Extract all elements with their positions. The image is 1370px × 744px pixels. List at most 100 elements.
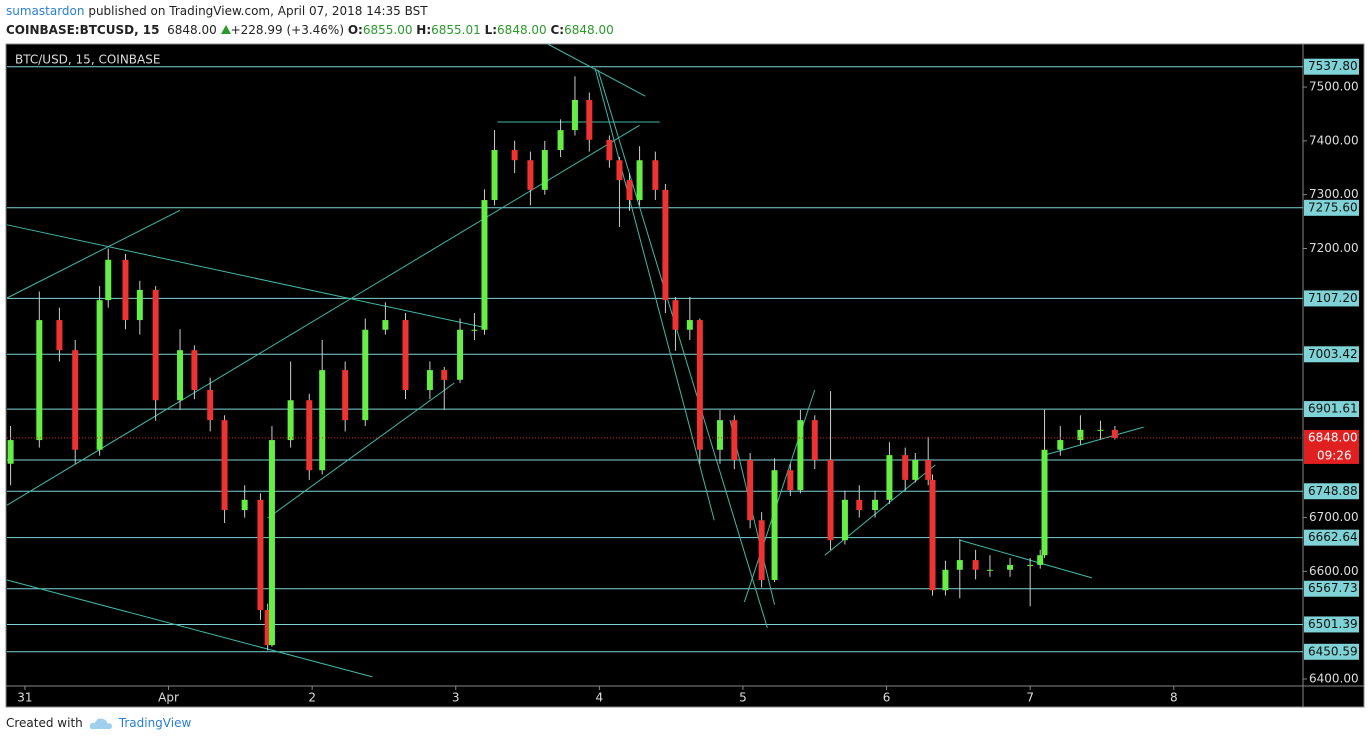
level-label: 6567.73 — [1308, 581, 1358, 595]
current-price-bg — [1304, 429, 1359, 464]
plot: 31 Apr 2 3 4 5 6 7 8 7500.00 7400.00 7300.00 7200.00… — [6, 43, 1359, 705]
x-tick-label: 4 — [596, 691, 604, 705]
candle-body — [457, 329, 464, 380]
candle-body — [956, 560, 963, 570]
y-tick-label: 6700.00 — [1309, 510, 1359, 524]
candle-body — [136, 289, 143, 321]
brand[interactable]: TradingView — [118, 716, 192, 730]
candle-body — [481, 200, 488, 330]
candle-body — [1057, 440, 1064, 450]
x-tick-label: 7 — [1026, 691, 1034, 705]
level-label: 6748.88 — [1308, 484, 1358, 498]
header: sumastardon published on TradingView.com… — [6, 2, 614, 40]
candle-body — [1027, 564, 1034, 566]
candle-body — [36, 320, 43, 441]
x-tick-label: 2 — [308, 691, 316, 705]
candle-body — [105, 259, 112, 301]
candle-body — [856, 499, 863, 511]
published: published on TradingView.com, April 07, … — [88, 4, 428, 18]
candle-body — [241, 499, 248, 511]
level-label: 6501.39 — [1308, 617, 1358, 631]
candle-body — [872, 499, 879, 511]
candle-body — [362, 329, 369, 421]
candle-body — [557, 130, 564, 151]
y-tick-label: 7500.00 — [1309, 80, 1359, 94]
candle-body — [191, 350, 198, 391]
y-tick-label: 7200.00 — [1309, 241, 1359, 255]
candle-body — [672, 300, 679, 330]
level-label: 6662.64 — [1308, 530, 1358, 544]
y-tick-label: 6400.00 — [1309, 672, 1359, 686]
logo — [89, 718, 112, 729]
candle-body — [686, 320, 693, 330]
candle-body — [912, 459, 919, 480]
open-label: O: — [347, 23, 363, 37]
level-label-bg — [1304, 346, 1359, 363]
candle-body — [841, 499, 848, 541]
candle-body — [696, 320, 703, 450]
change: +228.99 (+3.46%) — [230, 23, 345, 37]
high-label: H: — [416, 23, 432, 37]
candle-body — [306, 400, 313, 471]
x-tick-label: 5 — [739, 691, 747, 705]
candle-body — [797, 420, 804, 491]
x-tick-label: 8 — [1170, 691, 1178, 705]
level-label: 7107.20 — [1308, 291, 1358, 305]
level-label-bg — [1304, 199, 1359, 216]
candle-body — [257, 499, 264, 611]
trendline — [6, 124, 640, 506]
candle-body — [886, 455, 893, 500]
close-label: C: — [550, 23, 565, 37]
candle-body — [527, 160, 534, 190]
header-line-2: COINBASE:BTCUSD, 15 6848.00 +228.99 (+3.… — [6, 21, 614, 40]
candle-body — [1041, 449, 1048, 556]
level-label-bg — [1304, 616, 1359, 633]
y-tick-label: 7400.00 — [1309, 133, 1359, 147]
level-label-bg — [1304, 290, 1359, 307]
x-tick-label: Apr — [158, 691, 179, 705]
candle-body — [1111, 429, 1118, 438]
candle-body — [606, 139, 613, 161]
candle-body — [902, 455, 909, 480]
candle-body — [758, 520, 765, 580]
low-label: L: — [484, 23, 498, 37]
candle-body — [177, 350, 184, 401]
candle-body — [7, 440, 14, 464]
x-tick-label: 6 — [883, 691, 891, 705]
level-label: 7003.42 — [1308, 347, 1358, 361]
candle-body — [402, 320, 409, 391]
trendline — [1044, 426, 1144, 456]
candle-body — [72, 350, 79, 450]
trendline — [267, 382, 455, 519]
candle-body — [342, 370, 349, 421]
candle-body — [122, 259, 129, 321]
candle-body — [268, 440, 275, 646]
candle-body — [382, 320, 389, 330]
level-label: 6901.61 — [1308, 402, 1358, 416]
level-label: 7537.80 — [1308, 59, 1358, 73]
created-with: Created with — [6, 716, 83, 730]
up-arrow — [220, 25, 231, 34]
candle-body — [207, 390, 214, 421]
candle-body — [96, 300, 103, 450]
candle-body — [571, 99, 578, 131]
candle-body — [652, 160, 659, 190]
level-label: 7275.60 — [1308, 200, 1358, 214]
level-label-bg — [1304, 580, 1359, 597]
author[interactable]: sumastardon — [6, 4, 85, 18]
symbol: COINBASE:BTCUSD, 15 — [6, 23, 160, 37]
candle-body — [1077, 429, 1084, 441]
countdown: 09:26 — [1317, 448, 1352, 462]
candle-body — [586, 99, 593, 140]
candle-body — [747, 459, 754, 521]
level-label-bg — [1304, 58, 1359, 75]
last: 6848.00 — [167, 23, 217, 37]
candle-body — [771, 470, 778, 580]
candle-body — [616, 160, 623, 181]
candle-body — [511, 150, 518, 161]
candle-body — [1097, 429, 1104, 431]
candle-body — [942, 569, 949, 591]
low: 6848.00 — [497, 23, 547, 37]
candle-body — [1007, 564, 1014, 570]
